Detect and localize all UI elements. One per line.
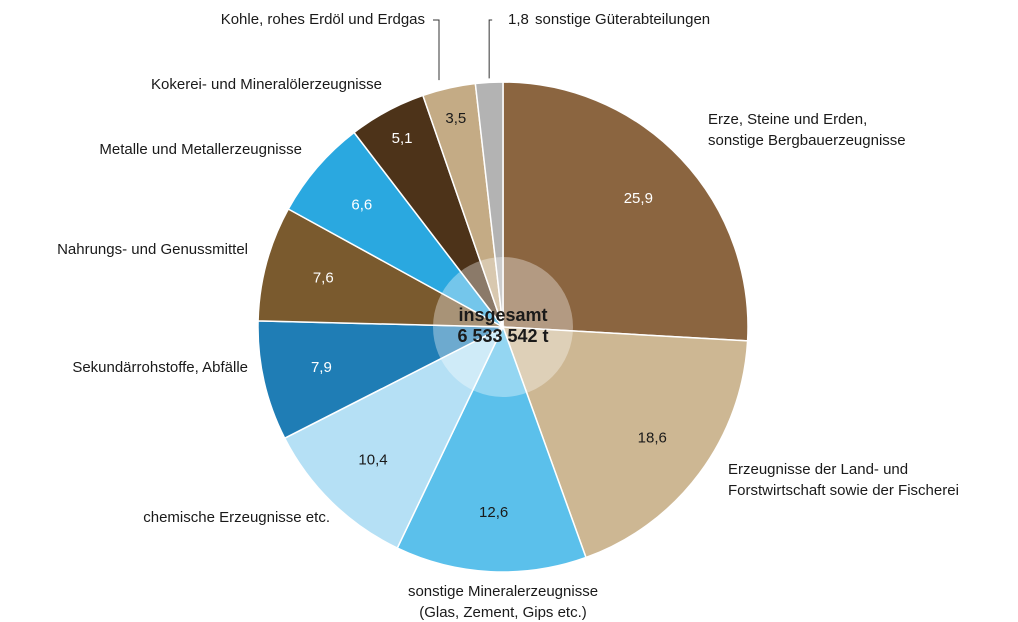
leader-line bbox=[433, 19, 440, 81]
value-label: 7,6 bbox=[313, 269, 334, 286]
value-label: 6,6 bbox=[351, 197, 372, 214]
value-label: 3,5 bbox=[445, 110, 466, 127]
category-label: Kohle, rohes Erdöl und Erdgas bbox=[221, 11, 425, 28]
value-label: 7,9 bbox=[311, 359, 332, 376]
value-label: 18,6 bbox=[638, 429, 667, 446]
category-label: Forstwirtschaft sowie der Fischerei bbox=[728, 482, 959, 499]
leader-line bbox=[488, 19, 493, 79]
center-label: insgesamt bbox=[458, 305, 547, 325]
value-label: 1,8 bbox=[508, 11, 529, 28]
pie-slice bbox=[501, 326, 749, 559]
pie-slice bbox=[396, 325, 587, 573]
category-label: Nahrungs- und Genussmittel bbox=[57, 241, 248, 258]
center-circle bbox=[433, 257, 573, 397]
center-label: 6 533 542 t bbox=[457, 326, 548, 346]
category-label: sonstige Mineralerzeugnisse bbox=[408, 583, 598, 600]
category-label: Sekundärrohstoffe, Abfälle bbox=[72, 359, 248, 376]
category-label: Erze, Steine und Erden, bbox=[708, 111, 867, 128]
pie-slice bbox=[474, 81, 504, 328]
category-label: Erzeugnisse der Land- und bbox=[728, 461, 908, 478]
value-label: 12,6 bbox=[479, 504, 508, 521]
pie-slice bbox=[283, 325, 505, 550]
category-label: chemische Erzeugnisse etc. bbox=[143, 509, 330, 526]
category-label: (Glas, Zement, Gips etc.) bbox=[419, 604, 587, 621]
pie-slice bbox=[257, 207, 504, 328]
value-label: 10,4 bbox=[358, 451, 387, 468]
value-label: 5,1 bbox=[392, 130, 413, 147]
category-label: sonstige Güterabteilungen bbox=[535, 11, 710, 28]
value-label: 25,9 bbox=[624, 190, 653, 207]
category-label: Kokerei- und Mineralölerzeugnisse bbox=[151, 76, 382, 93]
pie-slice bbox=[502, 81, 749, 342]
category-label: Metalle und Metallerzeugnisse bbox=[99, 141, 302, 158]
category-label: sonstige Bergbauerzeugnisse bbox=[708, 132, 906, 149]
pie-slice bbox=[257, 320, 504, 440]
